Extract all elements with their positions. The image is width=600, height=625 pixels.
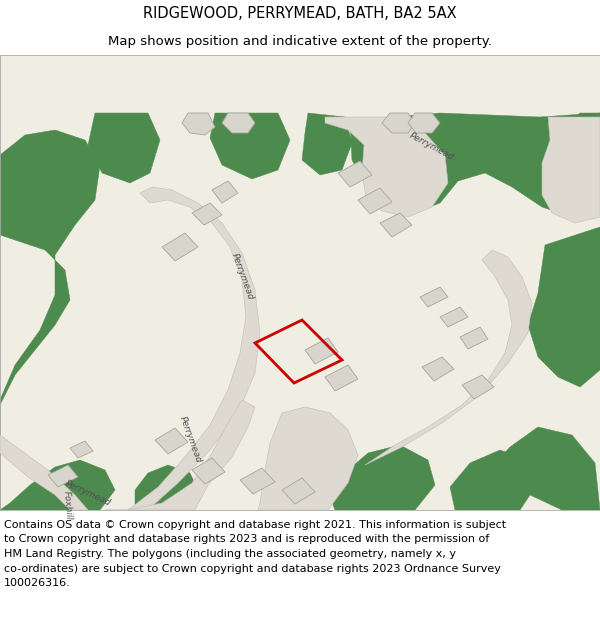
Polygon shape: [70, 441, 93, 458]
Polygon shape: [212, 181, 238, 203]
Polygon shape: [305, 338, 338, 364]
Polygon shape: [192, 203, 222, 225]
Polygon shape: [338, 161, 372, 187]
Polygon shape: [258, 407, 358, 510]
Polygon shape: [528, 227, 600, 387]
Text: co-ordinates) are subject to Crown copyright and database rights 2023 Ordnance S: co-ordinates) are subject to Crown copyr…: [4, 564, 501, 574]
Polygon shape: [182, 113, 215, 135]
Text: HM Land Registry. The polygons (including the associated geometry, namely x, y: HM Land Registry. The polygons (includin…: [4, 549, 456, 559]
Polygon shape: [380, 213, 412, 237]
Polygon shape: [365, 250, 532, 465]
Polygon shape: [575, 113, 600, 137]
Text: 100026316.: 100026316.: [4, 578, 71, 588]
Polygon shape: [105, 187, 260, 510]
Polygon shape: [128, 400, 255, 510]
Polygon shape: [302, 113, 352, 175]
Polygon shape: [192, 458, 225, 484]
Polygon shape: [420, 287, 448, 307]
Polygon shape: [135, 465, 198, 510]
Polygon shape: [222, 113, 255, 133]
Polygon shape: [358, 188, 392, 214]
Polygon shape: [325, 365, 358, 391]
Polygon shape: [0, 130, 100, 510]
Polygon shape: [450, 450, 538, 510]
Polygon shape: [330, 445, 435, 510]
Polygon shape: [382, 113, 415, 133]
Polygon shape: [240, 468, 275, 494]
Text: to Crown copyright and database rights 2023 and is reproduced with the permissio: to Crown copyright and database rights 2…: [4, 534, 489, 544]
Polygon shape: [282, 478, 315, 504]
Polygon shape: [0, 460, 115, 510]
Polygon shape: [162, 233, 198, 261]
Polygon shape: [422, 357, 454, 381]
Text: Map shows position and indicative extent of the property.: Map shows position and indicative extent…: [108, 35, 492, 48]
Text: Perrymead: Perrymead: [408, 131, 456, 162]
Polygon shape: [440, 307, 468, 327]
Text: Perrymead: Perrymead: [178, 416, 203, 464]
Text: Foxhill: Foxhill: [62, 490, 74, 520]
Polygon shape: [350, 113, 600, 217]
Text: Contains OS data © Crown copyright and database right 2021. This information is : Contains OS data © Crown copyright and d…: [4, 520, 506, 530]
Polygon shape: [542, 117, 600, 223]
Text: Perrymead: Perrymead: [229, 253, 254, 302]
Polygon shape: [408, 113, 440, 133]
Polygon shape: [48, 465, 78, 487]
Polygon shape: [482, 427, 600, 510]
Polygon shape: [88, 113, 160, 183]
Text: RIDGEWOOD, PERRYMEAD, BATH, BA2 5AX: RIDGEWOOD, PERRYMEAD, BATH, BA2 5AX: [143, 6, 457, 21]
Polygon shape: [325, 117, 448, 217]
Polygon shape: [460, 327, 488, 349]
Polygon shape: [462, 375, 494, 399]
Polygon shape: [0, 435, 88, 510]
Text: Perrymead: Perrymead: [64, 479, 112, 508]
Polygon shape: [210, 113, 290, 179]
Polygon shape: [155, 428, 188, 454]
